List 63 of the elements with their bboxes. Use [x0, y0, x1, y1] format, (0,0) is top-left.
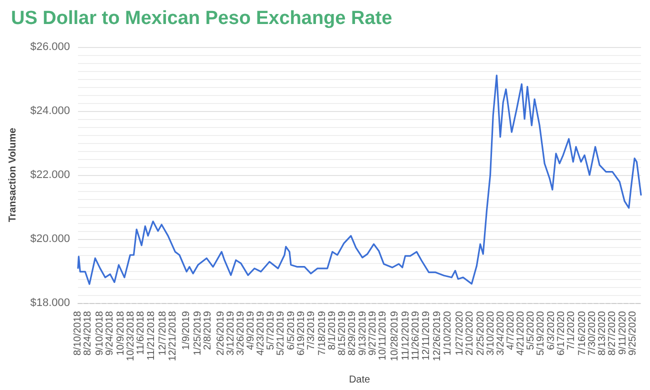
x-tick-label: 8/13/2020: [596, 310, 608, 356]
chart-title: US Dollar to Mexican Peso Exchange Rate: [11, 8, 392, 29]
x-tick-label: 10/9/2018: [115, 310, 126, 356]
x-axis-title: Date: [348, 374, 370, 386]
x-tick-label: 12/26/2019: [432, 310, 443, 362]
x-tick-label: 6/5/2019: [286, 310, 298, 350]
x-tick-label: 8/29/2019: [346, 310, 358, 356]
x-tick-label: 5/19/2020: [535, 310, 546, 356]
x-tick-label: 9/13/2019: [358, 310, 369, 356]
x-tick-label: 11/6/2018: [135, 310, 146, 355]
x-tick-label: 6/19/2019: [296, 310, 308, 356]
x-tick-label: 1/10/2020: [442, 310, 454, 356]
x-tick-label: 1/27/2020: [454, 310, 466, 356]
x-tick-label: 10/11/2019: [378, 310, 389, 360]
x-tick-label: 10/28/2019: [390, 310, 401, 362]
x-tick-label: 12/11/2019: [421, 310, 432, 360]
x-tick-label: 3/24/2020: [495, 310, 506, 356]
y-axis-title: Transaction Volume: [8, 127, 18, 222]
x-tick-label: 3/26/2019: [235, 310, 246, 356]
x-tick-label: 11/26/2019: [410, 310, 422, 360]
x-tick-label: 6/3/2020: [546, 310, 558, 350]
x-tick-label: 7/16/2020: [576, 310, 588, 356]
x-tick-label: 4/21/2020: [515, 310, 526, 356]
x-tick-label: 7/18/2019: [316, 310, 328, 356]
x-tick-label: 5/5/2020: [525, 310, 536, 350]
x-tick-label: 5/7/2019: [265, 310, 276, 350]
x-tick-label: 9/25/2020: [628, 310, 639, 356]
x-tick-label: 7/1/2020: [566, 310, 578, 350]
x-tick-label: 2/25/2020: [475, 310, 486, 356]
x-tick-label: 4/9/2019: [245, 310, 256, 350]
x-tick-label: 8/1/2019: [326, 310, 338, 350]
y-tick-label: $18.000: [30, 297, 70, 309]
x-tick-label: 9/10/2018: [94, 310, 106, 356]
x-tick-label: 7/3/2019: [306, 310, 318, 350]
y-tick-label: $24.000: [30, 105, 70, 117]
x-tick-label: 11/21/2018: [146, 310, 158, 360]
x-tick-label: 8/10/2018: [72, 310, 84, 356]
x-tick-label: 10/23/2018: [125, 310, 136, 362]
x-tick-label: 9/11/2020: [618, 310, 629, 355]
y-tick-label: $20.000: [30, 233, 70, 245]
x-tick-label: 1/9/2019: [181, 310, 192, 350]
y-tick-label: $22.000: [30, 169, 70, 181]
x-tick-label: 6/17/2020: [556, 310, 568, 356]
x-tick-label: 2/26/2019: [215, 310, 226, 356]
x-tick-label: 8/27/2020: [606, 310, 618, 356]
x-tick-label: 2/8/2019: [202, 310, 214, 350]
x-tick-label: 7/30/2020: [586, 310, 598, 356]
x-tick-label: 8/24/2018: [82, 310, 94, 356]
x-tick-label: 12/7/2018: [158, 310, 169, 356]
y-tick-label: $26.000: [30, 41, 70, 53]
x-tick-label: 11/12/2019: [400, 310, 412, 360]
x-tick-label: 5/21/2019: [275, 310, 286, 356]
x-tick-label: 1/25/2019: [192, 310, 204, 356]
line-series: [77, 74, 642, 285]
x-tick-label: 3/10/2020: [485, 310, 496, 356]
x-tick-label: 8/15/2019: [336, 310, 348, 356]
x-tick-label: 4/7/2020: [505, 310, 516, 350]
x-tick-label: 2/10/2020: [464, 310, 476, 356]
x-tick-label: 4/23/2019: [255, 310, 266, 356]
x-tick-label: 9/24/2018: [104, 310, 116, 356]
x-tick-label: 9/27/2019: [368, 310, 379, 356]
x-tick-label: 3/12/2019: [225, 310, 236, 356]
x-tick-label: 12/21/2018: [168, 310, 179, 362]
